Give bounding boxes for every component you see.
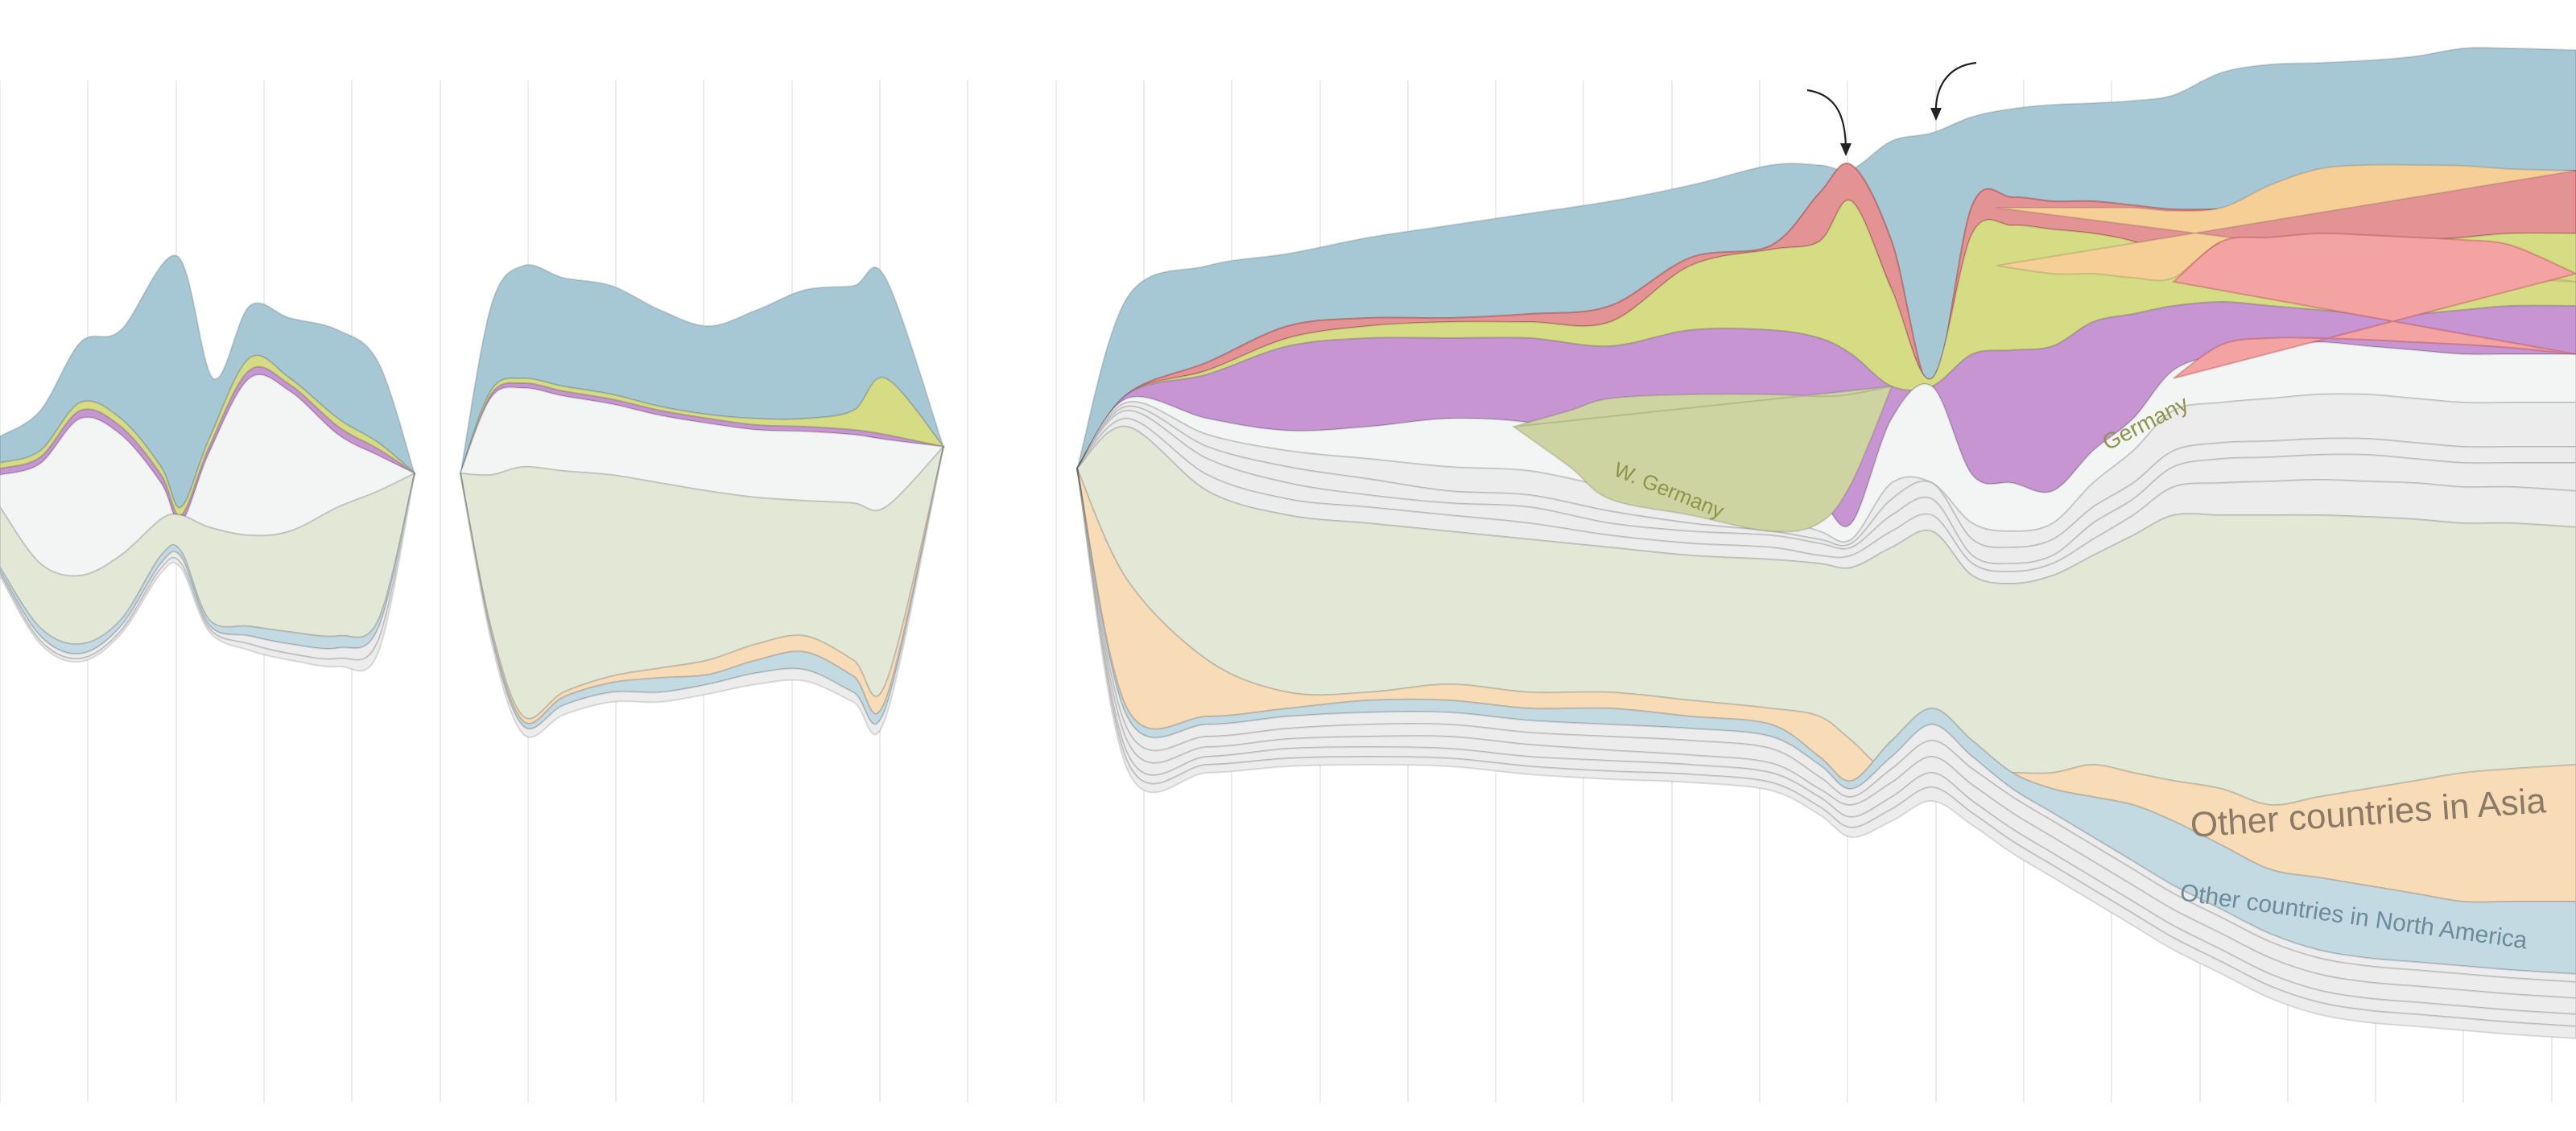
annotation-arrow-2-head [1930, 108, 1942, 121]
panel-c-gray-5 [1076, 468, 2576, 984]
panel-c-gray-9 [1076, 468, 2576, 1040]
annotation-arrow-1-head [1840, 143, 1852, 156]
panel-c-gray-2 [1076, 405, 2576, 565]
annotation-arrows [1806, 61, 1977, 156]
stream-layers [0, 47, 2576, 1040]
panel-c-pink [2171, 232, 2576, 379]
annotation-arrow-1 [1806, 89, 1847, 152]
panel-c-olive-wgermany [1511, 385, 1893, 533]
panel-c-gray-6 [1076, 468, 2576, 1000]
panel-a-gray-2 [0, 473, 415, 672]
panel-c-gray-8 [1076, 468, 2576, 1028]
panel-c-gray-7 [1076, 468, 2576, 1016]
panel-c-paleblue [1076, 468, 2576, 976]
panel-b-gray [460, 446, 944, 738]
annotation-arrow-2 [1934, 61, 1977, 117]
